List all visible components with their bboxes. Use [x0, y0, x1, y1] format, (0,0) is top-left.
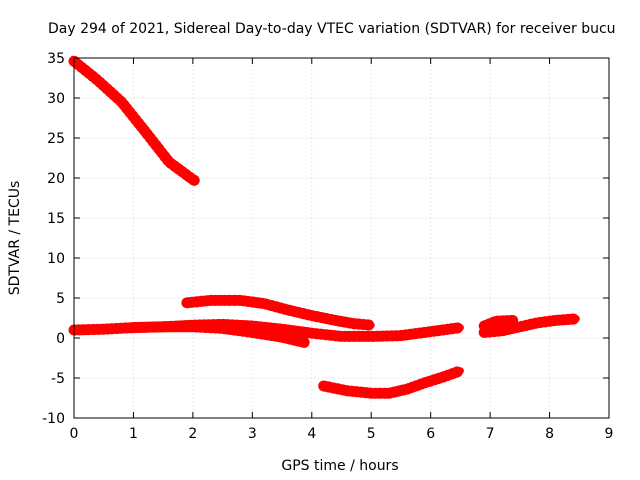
series-arc-4 — [127, 318, 466, 342]
series-points — [127, 318, 466, 342]
series-arc-1 — [68, 55, 202, 187]
x-tick-label: 8 — [545, 426, 554, 442]
y-tick-label: 25 — [47, 131, 65, 147]
y-axis-label: SDTVAR / TECUs — [7, 181, 23, 296]
x-tick-label: 2 — [188, 426, 197, 442]
series-arc-3 — [181, 294, 377, 331]
series-points — [478, 313, 582, 338]
y-tick-label: -10 — [42, 411, 65, 427]
plot-frame — [73, 57, 610, 419]
x-tick-label: 7 — [486, 426, 495, 442]
series-arc-7 — [478, 314, 520, 332]
x-tick-label: 9 — [605, 426, 614, 442]
y-tick-label: 15 — [47, 211, 65, 227]
series-arc-5 — [318, 365, 466, 399]
series-points — [478, 314, 520, 332]
x-tick-label: 5 — [367, 426, 376, 442]
series-points — [318, 365, 466, 399]
x-axis-label: GPS time / hours — [281, 458, 398, 474]
x-tick-label: 4 — [307, 426, 316, 442]
x-tick-label: 1 — [129, 426, 138, 442]
chart-title: Day 294 of 2021, Sidereal Day-to-day VTE… — [48, 21, 616, 37]
grid-layer — [74, 58, 609, 418]
x-tick-label: 3 — [248, 426, 257, 442]
y-tick-label: 10 — [47, 251, 65, 267]
y-tick-label: 20 — [47, 171, 65, 187]
y-tick-label: -5 — [51, 371, 65, 387]
y-tick-label: 35 — [47, 51, 65, 67]
series-arc-6 — [478, 313, 582, 338]
y-tick-label: 30 — [47, 91, 65, 107]
x-tick-label: 6 — [426, 426, 435, 442]
y-tick-label: 0 — [56, 331, 65, 347]
y-tick-label: 5 — [56, 291, 65, 307]
tick-layer: 0 1 2 3 4 5 6 7 8 9 -10 -5 0 5 10 15 20 25 30 35 — [42, 51, 613, 442]
series-layer — [68, 55, 582, 399]
series-points — [181, 294, 377, 331]
series-points — [68, 55, 202, 187]
x-tick-label: 0 — [70, 426, 79, 442]
